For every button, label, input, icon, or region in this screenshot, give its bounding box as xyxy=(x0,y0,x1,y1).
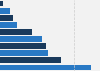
Bar xyxy=(0,22,17,28)
Bar xyxy=(0,29,32,35)
Bar xyxy=(0,15,13,21)
Bar xyxy=(0,65,91,70)
Bar xyxy=(0,43,46,49)
Bar xyxy=(0,50,48,56)
Bar xyxy=(0,57,61,63)
Bar xyxy=(0,8,10,14)
Bar xyxy=(0,36,42,42)
Bar xyxy=(0,1,3,6)
